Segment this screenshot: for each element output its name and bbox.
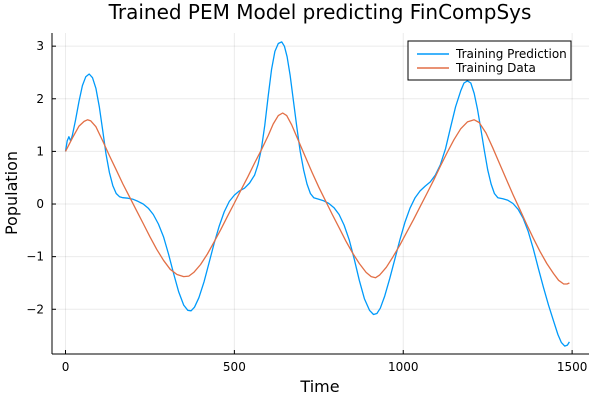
chart-title: Trained PEM Model predicting FinCompSys bbox=[108, 0, 532, 24]
axes bbox=[51, 33, 589, 355]
series-layer bbox=[64, 41, 570, 347]
grid bbox=[52, 33, 589, 354]
x-tick-label: 1000 bbox=[388, 360, 419, 374]
y-tick-label: −2 bbox=[26, 302, 44, 316]
x-tick-label: 0 bbox=[62, 360, 70, 374]
x-tick-label: 1500 bbox=[557, 360, 588, 374]
y-tick-label: 3 bbox=[36, 39, 44, 53]
y-tick-label: 1 bbox=[36, 144, 44, 158]
ticks: 0 500 1000 1500 −2 −1 0 1 2 3 bbox=[26, 39, 587, 374]
series-line-training-data bbox=[64, 112, 570, 285]
legend: Training Prediction Training Data bbox=[407, 40, 572, 81]
y-tick-label: 0 bbox=[36, 197, 44, 211]
legend-label-prediction: Training Prediction bbox=[455, 47, 567, 61]
legend-box bbox=[407, 40, 572, 81]
y-axis-label: Population bbox=[2, 151, 21, 235]
legend-label-data: Training Data bbox=[455, 61, 536, 75]
series-line-training-prediction bbox=[64, 41, 570, 347]
y-tick-label: 2 bbox=[36, 92, 44, 106]
y-tick-label: −1 bbox=[26, 250, 44, 264]
x-axis-label: Time bbox=[299, 377, 339, 396]
x-tick-label: 500 bbox=[223, 360, 246, 374]
